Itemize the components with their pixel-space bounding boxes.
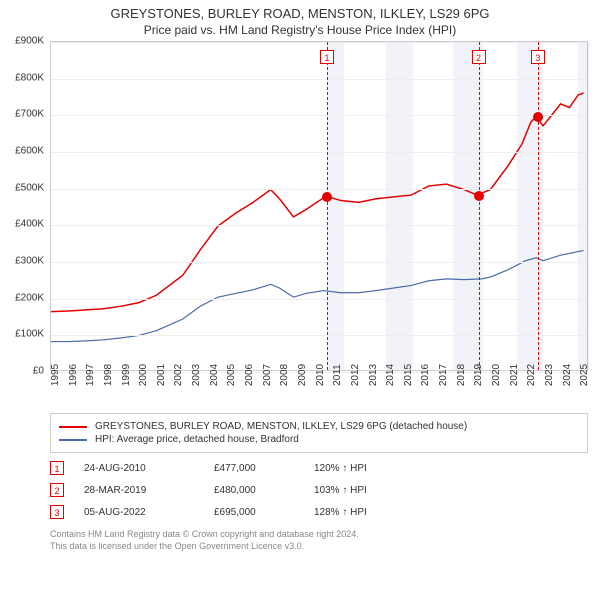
callout-number: 2 xyxy=(472,50,486,64)
x-axis-label: 2004 xyxy=(209,364,220,386)
y-axis-label: £800K xyxy=(4,72,44,83)
y-axis-label: £0 xyxy=(4,366,44,377)
sale-date: 05-AUG-2022 xyxy=(84,507,194,518)
sale-number: 1 xyxy=(50,461,64,475)
x-axis-label: 2000 xyxy=(138,364,149,386)
gridline xyxy=(51,335,587,336)
legend-swatch-red xyxy=(59,426,87,428)
sale-hpi: 128% ↑ HPI xyxy=(314,507,367,518)
x-axis-label: 2010 xyxy=(315,364,326,386)
attribution-line1: Contains HM Land Registry data © Crown c… xyxy=(50,529,588,541)
sales-table: 1 24-AUG-2010 £477,000 120% ↑ HPI 2 28-MAR-20… xyxy=(50,457,588,523)
sale-price: £695,000 xyxy=(214,507,294,518)
sale-number: 2 xyxy=(50,483,64,497)
sales-row: 1 24-AUG-2010 £477,000 120% ↑ HPI xyxy=(50,457,588,479)
sale-price: £477,000 xyxy=(214,463,294,474)
legend-item-property: GREYSTONES, BURLEY ROAD, MENSTON, ILKLEY… xyxy=(59,420,579,433)
callout-vline xyxy=(538,42,539,370)
x-axis-label: 2005 xyxy=(226,364,237,386)
sale-marker xyxy=(474,191,484,201)
x-axis-label: 2024 xyxy=(562,364,573,386)
line-svg xyxy=(51,42,587,370)
sales-row: 2 28-MAR-2019 £480,000 103% ↑ HPI xyxy=(50,479,588,501)
callout-vline xyxy=(327,42,328,370)
x-axis-label: 2019 xyxy=(473,364,484,386)
x-axis-label: 2017 xyxy=(438,364,449,386)
series-property-line xyxy=(51,93,584,312)
x-axis-label: 1999 xyxy=(121,364,132,386)
legend-label-property: GREYSTONES, BURLEY ROAD, MENSTON, ILKLEY… xyxy=(95,421,467,432)
y-axis-label: £700K xyxy=(4,109,44,120)
gridline xyxy=(51,299,587,300)
sale-number: 3 xyxy=(50,505,64,519)
chart-area: 1 2 3 £0 £100K £200K £300K £400K £500K £600K £700… xyxy=(0,41,600,409)
x-axis-label: 2014 xyxy=(385,364,396,386)
chart-subtitle: Price paid vs. HM Land Registry's House … xyxy=(0,23,600,37)
gridline xyxy=(51,152,587,153)
sale-marker xyxy=(322,192,332,202)
x-axis-label: 1995 xyxy=(50,364,61,386)
legend-item-hpi: HPI: Average price, detached house, Brad… xyxy=(59,433,579,446)
x-axis-label: 2013 xyxy=(368,364,379,386)
legend-swatch-blue xyxy=(59,439,87,441)
x-axis-label: 2022 xyxy=(526,364,537,386)
x-axis-label: 2003 xyxy=(191,364,202,386)
x-axis-label: 2025 xyxy=(579,364,590,386)
x-axis-label: 2009 xyxy=(297,364,308,386)
x-axis-label: 2001 xyxy=(156,364,167,386)
x-axis-label: 2002 xyxy=(173,364,184,386)
attribution-line2: This data is licensed under the Open Gov… xyxy=(50,541,588,553)
gridline xyxy=(51,225,587,226)
y-axis-label: £300K xyxy=(4,256,44,267)
sale-date: 28-MAR-2019 xyxy=(84,485,194,496)
gridline xyxy=(51,79,587,80)
x-axis-label: 2015 xyxy=(403,364,414,386)
x-axis-label: 2023 xyxy=(544,364,555,386)
gridline xyxy=(51,262,587,263)
callout-vline xyxy=(479,42,480,370)
sales-row: 3 05-AUG-2022 £695,000 128% ↑ HPI xyxy=(50,501,588,523)
y-axis-label: £100K xyxy=(4,329,44,340)
callout-number: 3 xyxy=(531,50,545,64)
title-block: GREYSTONES, BURLEY ROAD, MENSTON, ILKLEY… xyxy=(0,0,600,41)
x-axis-label: 1996 xyxy=(68,364,79,386)
legend-label-hpi: HPI: Average price, detached house, Brad… xyxy=(95,434,299,445)
attribution: Contains HM Land Registry data © Crown c… xyxy=(50,529,588,552)
sale-marker xyxy=(533,112,543,122)
gridline xyxy=(51,189,587,190)
container: GREYSTONES, BURLEY ROAD, MENSTON, ILKLEY… xyxy=(0,0,600,590)
x-axis-label: 2020 xyxy=(491,364,502,386)
x-axis-label: 2018 xyxy=(456,364,467,386)
chart-title-address: GREYSTONES, BURLEY ROAD, MENSTON, ILKLEY… xyxy=(0,6,600,21)
x-axis-label: 2008 xyxy=(279,364,290,386)
x-axis-label: 1997 xyxy=(85,364,96,386)
y-axis-label: £600K xyxy=(4,146,44,157)
y-axis-label: £900K xyxy=(4,36,44,47)
x-axis-label: 1998 xyxy=(103,364,114,386)
y-axis-label: £400K xyxy=(4,219,44,230)
x-axis-label: 2007 xyxy=(262,364,273,386)
x-axis-label: 2012 xyxy=(350,364,361,386)
x-axis-label: 2016 xyxy=(420,364,431,386)
sale-hpi: 103% ↑ HPI xyxy=(314,485,367,496)
x-axis-label: 2021 xyxy=(509,364,520,386)
series-hpi-line xyxy=(51,250,584,341)
y-axis-label: £200K xyxy=(4,292,44,303)
x-axis-label: 2006 xyxy=(244,364,255,386)
sale-price: £480,000 xyxy=(214,485,294,496)
callout-number: 1 xyxy=(320,50,334,64)
legend: GREYSTONES, BURLEY ROAD, MENSTON, ILKLEY… xyxy=(50,413,588,453)
sale-date: 24-AUG-2010 xyxy=(84,463,194,474)
sale-hpi: 120% ↑ HPI xyxy=(314,463,367,474)
gridline xyxy=(51,115,587,116)
x-axis-label: 2011 xyxy=(332,364,343,386)
gridline xyxy=(51,42,587,43)
plot: 1 2 3 xyxy=(50,41,588,371)
y-axis-label: £500K xyxy=(4,182,44,193)
